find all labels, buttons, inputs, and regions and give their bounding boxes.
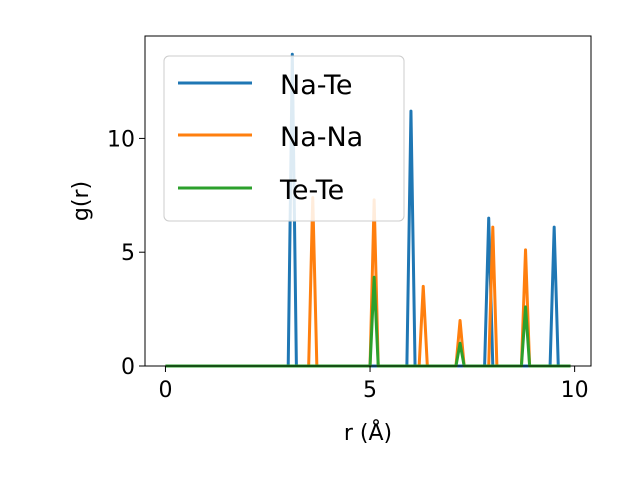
y-ticks: 0 5 10 [107, 127, 145, 380]
series-line-te-te [165, 275, 571, 368]
x-tick-label: 5 [363, 378, 377, 403]
x-tick-label: 10 [561, 378, 589, 403]
y-tick-label: 0 [121, 355, 135, 380]
x-axis-label: r (Å) [344, 419, 392, 446]
y-tick-label: 5 [121, 241, 135, 266]
plot-frame [144, 35, 592, 367]
y-axis-label: g(r) [69, 181, 94, 221]
legend-label-na-te: Na-Te [280, 70, 353, 101]
x-tick-label: 0 [158, 378, 172, 403]
y-tick-label: 10 [107, 127, 135, 152]
x-ticks: 0 5 10 [158, 366, 589, 403]
legend-label-te-te: Te-Te [279, 175, 344, 206]
series-line-na-na [165, 196, 571, 368]
legend-label-na-na: Na-Na [280, 122, 363, 153]
legend: Na-Te Na-Na Te-Te [163, 55, 405, 222]
legend-box [163, 55, 405, 222]
